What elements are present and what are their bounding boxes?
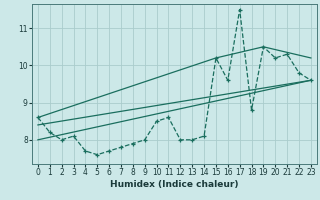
X-axis label: Humidex (Indice chaleur): Humidex (Indice chaleur)	[110, 180, 239, 189]
